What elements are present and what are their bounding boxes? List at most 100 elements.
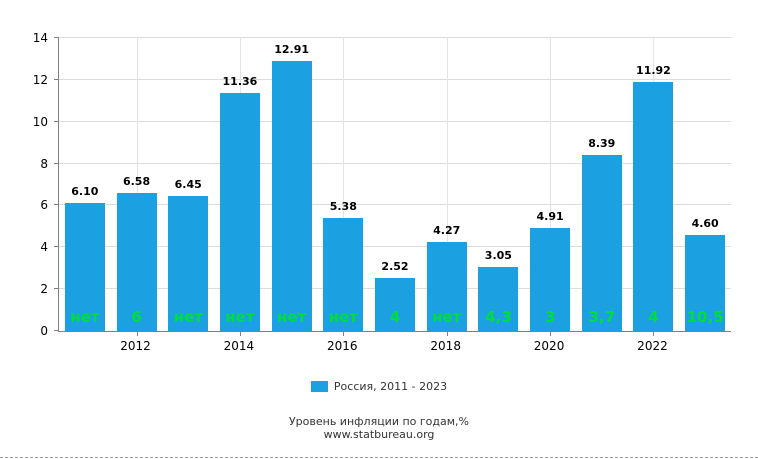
bar-value-label: 6.58 (122, 175, 151, 189)
bar-annotation: 3,7 (588, 308, 616, 326)
legend-label: Россия, 2011 - 2023 (333, 380, 448, 393)
gridline-horizontal (59, 246, 731, 248)
gridline-vertical (446, 38, 448, 331)
bar-annotation: нет (276, 308, 307, 326)
x-tick-label: 2016 (327, 339, 358, 353)
bar-slot-2011: 6.10 нет (64, 38, 105, 331)
bottom-dashed-border (0, 457, 758, 458)
bar (323, 218, 364, 331)
bar-slot-2015: 12.91 нет (271, 38, 312, 331)
bar (271, 60, 312, 331)
y-tick-mark (54, 162, 59, 164)
bar-annotation: нет (70, 308, 100, 326)
y-tick-label: 12 (32, 72, 48, 87)
bar-value-label: 4.91 (536, 210, 564, 224)
y-tick-label: 2 (40, 282, 48, 297)
gridline-vertical (343, 38, 345, 331)
bar-slot-2012: 6.58 6 (116, 38, 157, 331)
bar-value-label: 3.05 (484, 249, 512, 263)
bar (633, 81, 674, 331)
bar-annotation: 6 (131, 308, 142, 326)
source-url: www.statbureau.org (323, 428, 435, 441)
bar-annotation: 4 (648, 308, 659, 326)
bar-slot-2016: 5.38 нет (323, 38, 364, 331)
x-tick-label: 2020 (533, 339, 565, 353)
bar-annotation: 4,3 (485, 308, 512, 326)
bar-value-label: 6.45 (174, 178, 202, 192)
bar-annotation: 10,5 (686, 308, 724, 326)
x-tick-label: 2018 (430, 339, 461, 353)
y-tick-mark (54, 78, 59, 80)
bar-annotation: 4 (389, 308, 401, 326)
y-axis: 0 2 4 6 8 10 12 14 (0, 31, 52, 338)
bar (219, 93, 260, 331)
x-tick-mark (343, 331, 345, 336)
bar-slot-2013: 6.45 нет (168, 38, 209, 331)
bar-slot-2018: 4.27 нет (426, 38, 467, 331)
bar (685, 234, 726, 331)
gridline-horizontal (59, 162, 731, 164)
legend: Россия, 2011 - 2023 (0, 380, 758, 393)
bar-value-label: 2.52 (381, 260, 409, 274)
plot-area: 6.10 нет 6.58 6 6.45 нет 11.36 нет 12.91 нет 5.38 н… (54, 37, 731, 336)
bar (426, 241, 467, 331)
bar-slot-2021: 8.39 3,7 (581, 38, 622, 331)
chart-caption: Уровень инфляции по годам,% www.statbure… (0, 415, 758, 441)
bar (116, 193, 157, 331)
gridline-horizontal (59, 78, 731, 80)
bar-annotation: нет (173, 308, 203, 326)
gridline-horizontal (59, 37, 731, 38)
y-tick-label: 8 (40, 156, 48, 171)
bar-value-label: 4.60 (691, 216, 719, 230)
bar-slot-2020: 4.91 3 (530, 38, 571, 331)
y-tick-mark (54, 246, 59, 248)
y-tick-mark (54, 330, 59, 331)
y-tick-label: 4 (40, 240, 48, 255)
bar-value-label: 11.36 (222, 75, 258, 89)
y-tick-mark (54, 120, 59, 122)
x-tick-label: 2012 (120, 339, 151, 353)
y-tick-label: 0 (40, 324, 48, 338)
bar-value-label: 5.38 (329, 200, 357, 214)
bar-slot-2019: 3.05 4,3 (478, 38, 519, 331)
bar (64, 203, 105, 331)
bar-annotation: нет (328, 308, 358, 326)
gridline-horizontal (59, 204, 731, 206)
bar-value-label: 11.92 (636, 63, 671, 77)
x-tick-mark (446, 331, 448, 336)
x-tick-mark (136, 331, 138, 336)
y-tick-label: 14 (32, 31, 48, 45)
gridline-vertical (550, 38, 552, 331)
bar (478, 267, 519, 331)
chart-title: Уровень инфляции по годам,% (288, 415, 470, 428)
x-tick-mark (653, 331, 655, 336)
gridline-horizontal (59, 120, 731, 122)
x-tick-mark (239, 331, 241, 336)
bar-value-label: 12.91 (274, 42, 309, 56)
x-axis: 2012 2014 2016 2018 2020 2022 (58, 337, 730, 357)
bar (375, 278, 415, 331)
bar-value-label: 6.10 (71, 185, 99, 199)
bar-annotation: 3 (544, 308, 556, 326)
legend-swatch (310, 381, 328, 392)
bar-value-label: 8.39 (588, 137, 616, 151)
x-tick-label: 2014 (223, 339, 255, 353)
bar (581, 155, 622, 331)
bar-slot-2022: 11.92 4 (633, 38, 674, 331)
bar-slot-2017: 2.52 4 (375, 38, 415, 331)
bar-annotation: нет (225, 308, 255, 326)
y-tick-label: 6 (40, 198, 48, 213)
bar-slot-2014: 11.36 нет (219, 38, 260, 331)
bar-slot-2023: 4.60 10,5 (685, 38, 726, 331)
x-tick-mark (550, 331, 552, 336)
bar-value-label: 4.27 (433, 223, 461, 237)
y-tick-mark (54, 204, 59, 206)
y-tick-mark (54, 37, 59, 38)
y-tick-mark (54, 288, 59, 290)
bar (530, 228, 571, 331)
bar-annotation: нет (432, 308, 462, 326)
y-tick-label: 10 (32, 114, 48, 129)
bar (168, 196, 209, 331)
gridline-vertical (136, 38, 138, 331)
